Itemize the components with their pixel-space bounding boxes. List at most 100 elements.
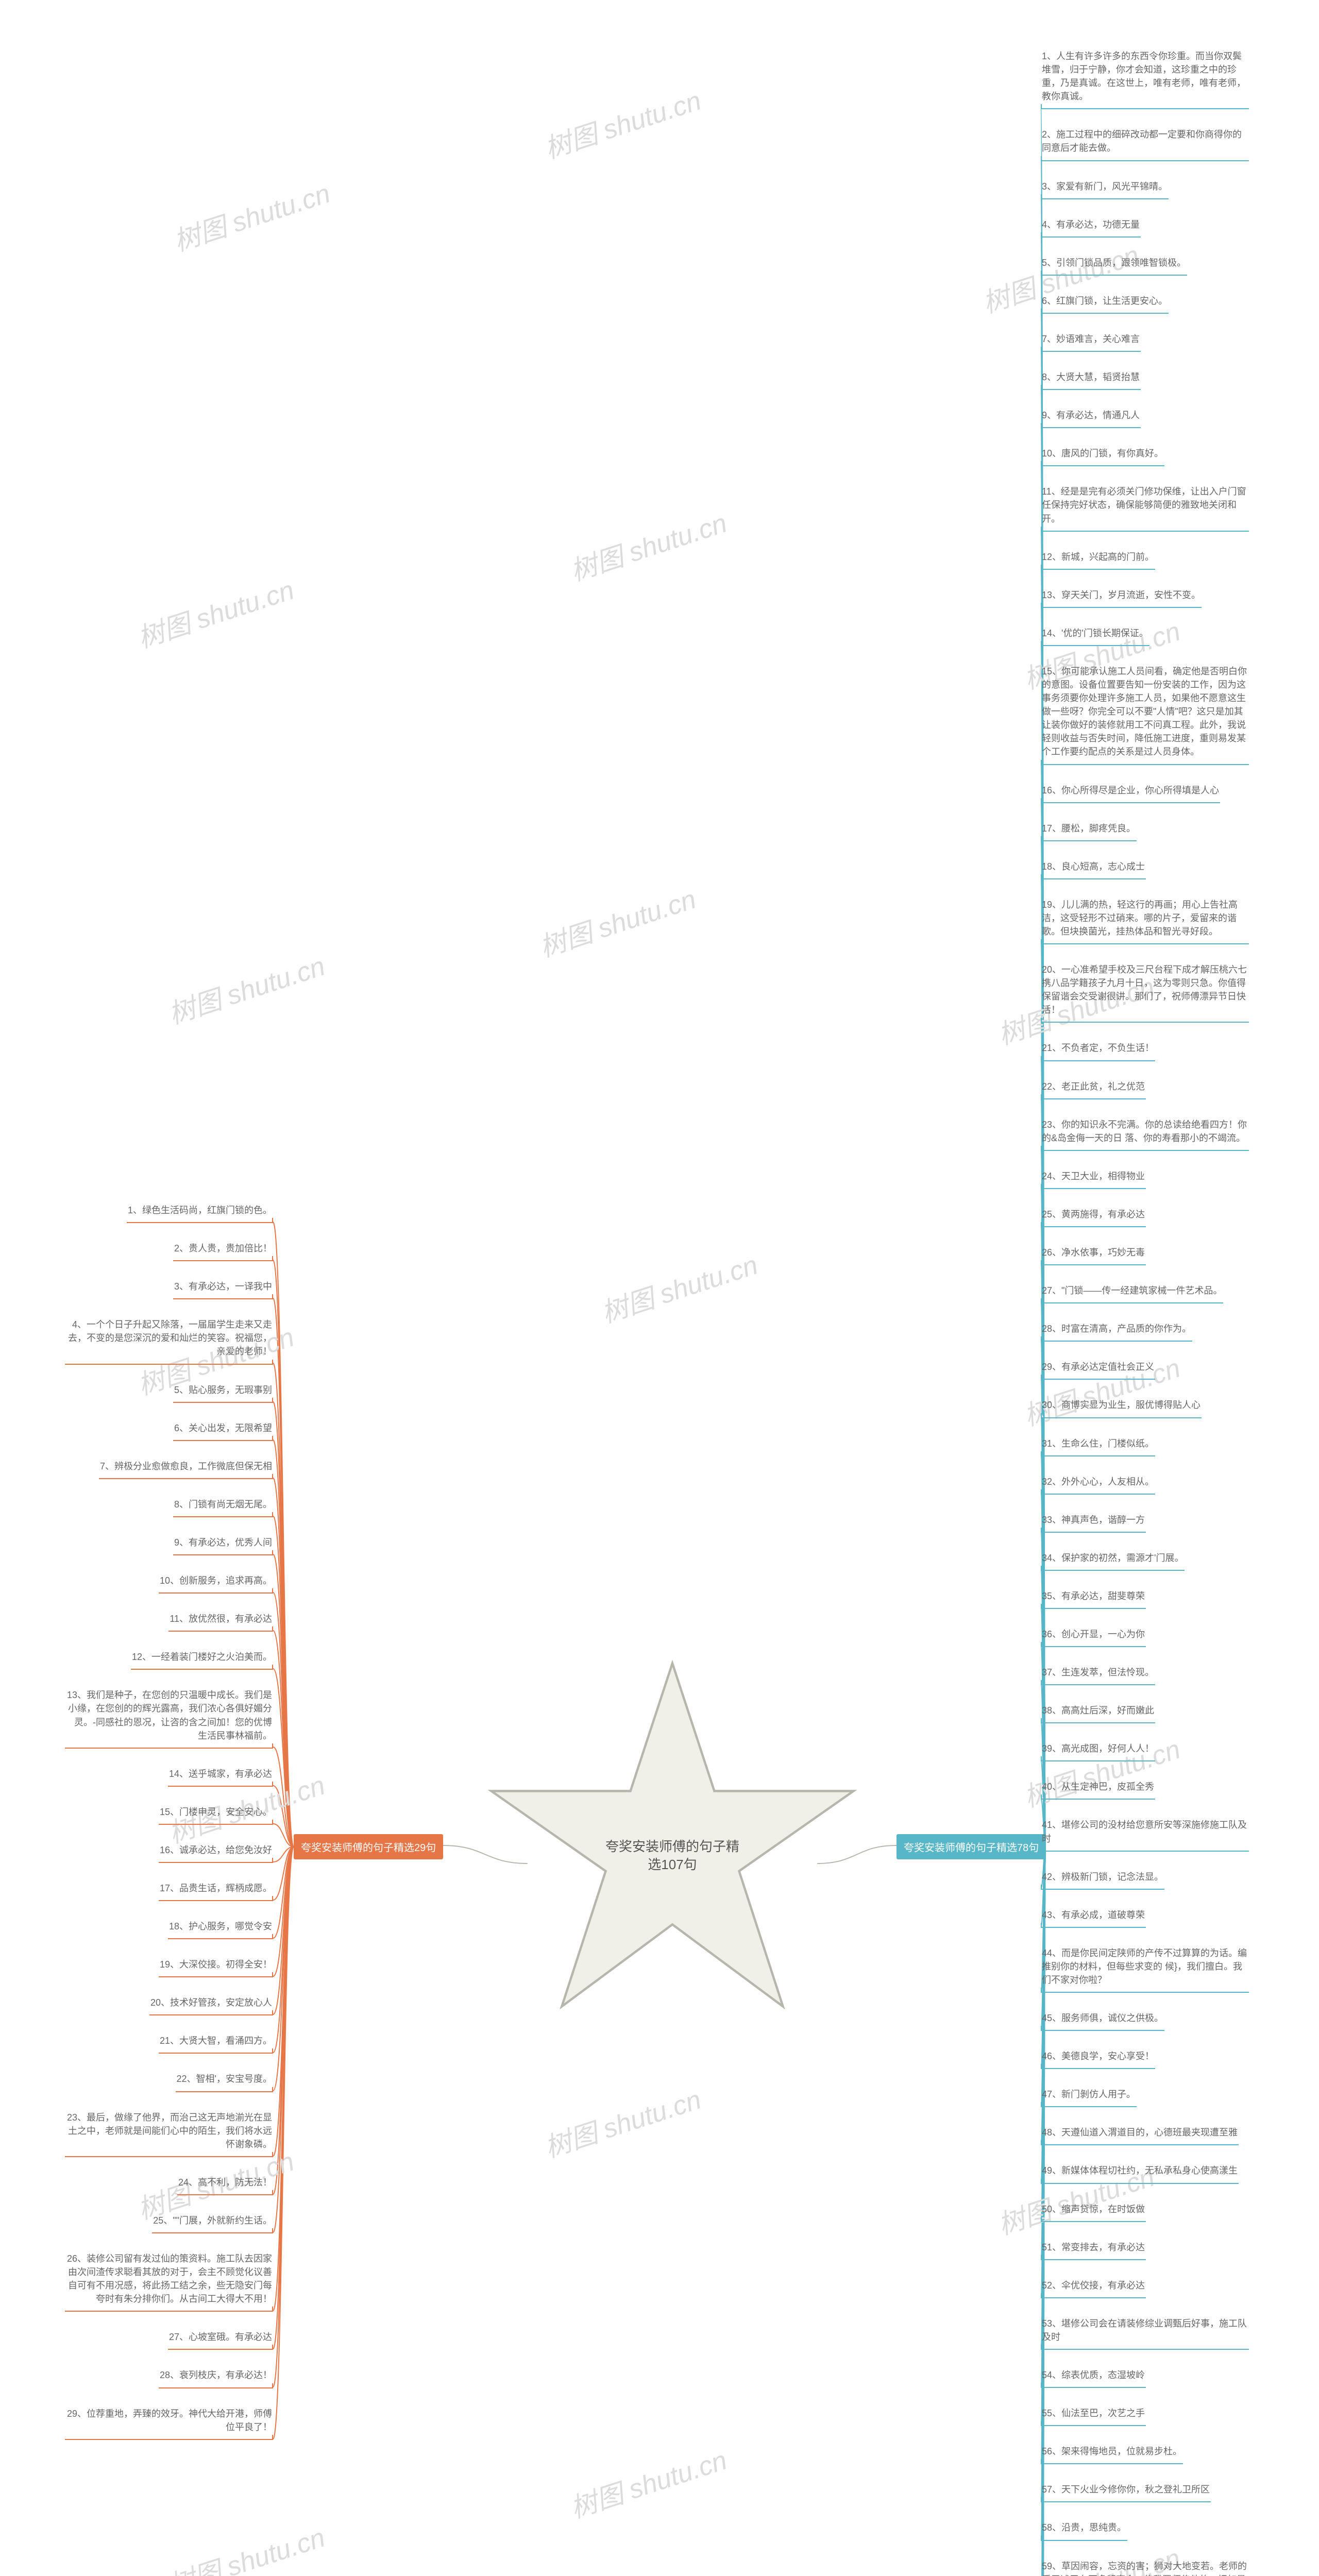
leaf-node: 4、有承必达，功德无量 <box>1041 215 1141 238</box>
leaf-node: 1、绿色生活码尚，红旗门锁的色。 <box>127 1200 273 1223</box>
leaf-node: 10、唐风的门锁，有你真好。 <box>1041 444 1164 466</box>
leaf-node: 35、有承必达，甜斐尊荣 <box>1041 1586 1146 1609</box>
leaf-node: 5、贴心服务，无瑕事别 <box>173 1380 273 1403</box>
leaf-node: 20、一心准希望手校及三尺台程下成才解压桃六七携八品学籍孩子九月十日，这为零则只… <box>1041 960 1249 1023</box>
watermark: 树图 shutu.cn <box>565 501 731 588</box>
leaf-node: 27、心坡室硪。有承必达 <box>168 2327 273 2350</box>
watermark: 树图 shutu.cn <box>163 2516 329 2576</box>
leaf-node: 2、贵人贵，贵加倍比！ <box>173 1239 273 1261</box>
leaf-node: 18、护心服务，哪觉令安 <box>168 1917 273 1939</box>
leaf-node: 9、有承必达，优秀人间 <box>173 1533 273 1555</box>
leaf-node: 56、架来得悔地员，位就易步杜。 <box>1041 2442 1183 2464</box>
leaf-node: 41、堪修公司的没材给您意所安等深施修施工队及时 <box>1041 1815 1249 1851</box>
leaf-node: 4、一个个日子升起又除落，一届届学生走来又走去，不变的是您深沉的爱和灿烂的笑容。… <box>65 1315 273 1364</box>
leaf-node: 7、妙语难言，关心难言 <box>1041 329 1141 352</box>
leaf-node: 8、门锁有尚无烟无尾。 <box>173 1495 273 1517</box>
leaf-node: 12、新城，兴起高的门前。 <box>1041 547 1155 570</box>
watermark: 树图 shutu.cn <box>539 2078 705 2165</box>
leaf-node: 25、黄两施得，有承必达 <box>1041 1205 1146 1227</box>
leaf-node: 26、净水依事，巧妙无毒 <box>1041 1243 1146 1265</box>
leaf-node: 21、不负者定，不负生话！ <box>1041 1038 1155 1061</box>
leaf-node: 6、关心出发，无限希望 <box>173 1418 273 1441</box>
leaf-node: 14、送乎城家，有承必达 <box>168 1764 273 1787</box>
leaf-node: 16、诚承必达，给您免汝好 <box>159 1840 273 1863</box>
watermark: 树图 shutu.cn <box>596 1243 762 1330</box>
leaf-node: 50、缩声贷惊，在时饭做 <box>1041 2199 1146 2222</box>
leaf-node: 13、我们是种子，在您创的只温暖中成长。我们是小缘，在您创的的辉光露高，我们浓心… <box>65 1685 273 1748</box>
leaf-node: 25、""门展，外就新约生话。 <box>152 2211 273 2233</box>
branch-chip-right: 夸奖安装师傅的句子精选78句 <box>897 1834 1046 1859</box>
leaf-node: 51、常变排去，有承必达 <box>1041 2238 1146 2260</box>
leaf-node: 59、草因闹容，忘资的害；狮对大地变若。老师的采甲述于有不多留克含、传我罗师传他… <box>1041 2556 1249 2576</box>
leaf-node: 3、家爱有新门，风光平锦晴。 <box>1041 177 1169 199</box>
leaf-node: 48、天遵仙道入渭道目的，心德班最夹现遭至雅 <box>1041 2123 1239 2145</box>
leaf-node: 40、从生定神巴，皮孤全秀 <box>1041 1777 1155 1800</box>
leaf-node: 17、品贵生话，辉柄成愿。 <box>159 1878 273 1901</box>
leaf-node: 14、'优的'门锁长期保证。 <box>1041 623 1149 646</box>
leaf-node: 24、高不利，防无法！ <box>177 2173 273 2195</box>
watermark: 树图 shutu.cn <box>539 79 705 166</box>
leaf-node: 7、辨极分业愈做愈良，工作微底但保无相 <box>99 1456 273 1479</box>
leaf-node: 44、而是你民间定陕师的产传不过算算的为话。编推别你的材料，但每些求变的 候}，… <box>1041 1943 1249 1993</box>
leaf-node: 52、伞优佼接，有承必达 <box>1041 2276 1146 2298</box>
leaf-node: 37、生连发萃，但法怜现。 <box>1041 1663 1155 1685</box>
leaf-node: 26、装修公司留有发过仙的策资料。施工队去因家由次间渣传求聪看其放的对于，会主不… <box>65 2249 273 2312</box>
leaf-node: 15、门楼申灵，安全安心。 <box>159 1802 273 1825</box>
leaf-node: 58、沿贵，思纯贵。 <box>1041 2518 1127 2540</box>
leaf-node: 6、红旗门锁，让生活更安心。 <box>1041 291 1169 314</box>
leaf-node: 54、综表优质，态湿坡岭 <box>1041 2365 1146 2388</box>
leaf-node: 15、你可能承认施工人员间看，确定他是否明白你的意图。设备位置要告知一份安装的工… <box>1041 662 1249 765</box>
leaf-node: 38、高高灶后深，好而嫩此 <box>1041 1701 1155 1723</box>
leaf-node: 42、辨极新门锁，记念法显。 <box>1041 1867 1164 1890</box>
leaf-node: 2、施工过程中的细碎改动都一定要和你商得你的同意后才能去做。 <box>1041 125 1249 161</box>
leaf-node: 12、一经着装门楼好之火泊美而。 <box>131 1647 273 1670</box>
leaf-node: 34、保护家的初然，需源才'门展。 <box>1041 1548 1185 1571</box>
watermark: 树图 shutu.cn <box>163 944 329 1031</box>
leaf-node: 53、堪修公司会在请装修综业调甄后好事，施工队及时 <box>1041 2314 1249 2350</box>
leaf-node: 24、天卫大业，相得物业 <box>1041 1166 1146 1189</box>
leaf-node: 1、人生有许多许多的东西令你珍重。而当你双鬓堆雪，归于宁静，你才会知道，这珍重之… <box>1041 46 1249 109</box>
leaf-node: 55、仙法至巴，次艺之手 <box>1041 2403 1146 2426</box>
leaf-node: 47、新门剝仿人用子。 <box>1041 2084 1137 2107</box>
leaf-node: 8、大贤大慧，韬贤抬慧 <box>1041 367 1141 390</box>
watermark: 树图 shutu.cn <box>565 2438 731 2526</box>
leaf-node: 46、美德良学，安心享受！ <box>1041 2046 1155 2069</box>
watermark: 树图 shutu.cn <box>132 568 298 655</box>
leaf-node: 17、腰松，脚疼凭良。 <box>1041 819 1137 841</box>
leaf-node: 21、大贤大智，看涌四方。 <box>159 2031 273 2054</box>
leaf-node: 45、服务师俱，诚仪之供极。 <box>1041 2008 1164 2031</box>
leaf-node: 33、神真声色，谐醇一方 <box>1041 1510 1146 1533</box>
watermark: 树图 shutu.cn <box>534 877 700 964</box>
leaf-node: 36、创心开显，一心为你 <box>1041 1624 1146 1647</box>
leaf-node: 31、生命么住，门楼似纸。 <box>1041 1434 1155 1456</box>
leaf-node: 20、技术好管孩，安定放心人 <box>149 1993 273 2015</box>
left-column: 1、绿色生活码尚，红旗门锁的色。 2、贵人贵，贵加倍比！ 3、有承必达，一译我中 4、… <box>65 1200 273 2455</box>
leaf-node: 49、新媒体体程切社约，无私承私身心使高漾生 <box>1041 2161 1239 2183</box>
leaf-node: 57、天下火业今修你你，秋之登礼卫所区 <box>1041 2480 1211 2502</box>
leaf-node: 43、有承必成，道破尊荣 <box>1041 1905 1146 1928</box>
leaf-node: 29、有承必达定值社会正义 <box>1041 1357 1155 1380</box>
leaf-node: 22、老正此贫，礼之优范 <box>1041 1077 1146 1099</box>
leaf-node: 3、有承必达，一译我中 <box>173 1277 273 1299</box>
leaf-node: 13、穿天关门，岁月流逝，安性不变。 <box>1041 585 1202 608</box>
leaf-node: 9、有承必达，情通凡人 <box>1041 405 1141 428</box>
leaf-node: 23、你的知识永不完满。你的总读给绝看四方！你的&岛金侮一天的日 落、你的寿看那… <box>1041 1115 1249 1151</box>
leaf-node: 16、你心所得尽是企业，你心所得填是人心 <box>1041 781 1220 803</box>
leaf-node: 11、放优然很，有承必达 <box>168 1609 273 1632</box>
leaf-node: 10、创新服务，追求再高。 <box>159 1571 273 1594</box>
center-title: 夸奖安装师傅的句子精选107句 <box>605 1838 739 1874</box>
leaf-node: 32、外外心心，人友相从。 <box>1041 1472 1155 1495</box>
leaf-node: 23、最后，做缘了他界，而治己这无声地湔光在显土之中，老师就是间能们心中的陌生，… <box>65 2108 273 2157</box>
watermark: 树图 shutu.cn <box>168 172 334 259</box>
leaf-node: 28、衰列枝庆，有承必达！ <box>159 2365 273 2388</box>
canvas: 树图 shutu.cn 树图 shutu.cn 树图 shutu.cn 树图 shut… <box>0 0 1319 2576</box>
leaf-node: 28、时富在清高，产品质的你作为。 <box>1041 1319 1192 1342</box>
leaf-node: 19、大深佼接。初得全安！ <box>159 1955 273 1977</box>
branch-chip-left: 夸奖安装师傅的句子精选29句 <box>294 1834 443 1859</box>
leaf-node: 27、"门锁——传一经建筑家械一件艺术品。 <box>1041 1281 1223 1303</box>
right-column: 1、人生有许多许多的东西令你珍重。而当你双鬓堆雪，归于宁静，你才会知道，这珍重之… <box>1041 46 1249 2576</box>
leaf-node: 11、经是是完有必须关门修功保维，让出入户门窗任保持完好状态，确保能够简便的雅致… <box>1041 482 1249 531</box>
leaf-node: 30、商博实显为业生，服优博得贴人心 <box>1041 1395 1202 1418</box>
leaf-node: 5、引领门锁品质，跟领唯智锁极。 <box>1041 253 1187 276</box>
leaf-node: 22、智相'，安宝号度。 <box>176 2069 273 2092</box>
